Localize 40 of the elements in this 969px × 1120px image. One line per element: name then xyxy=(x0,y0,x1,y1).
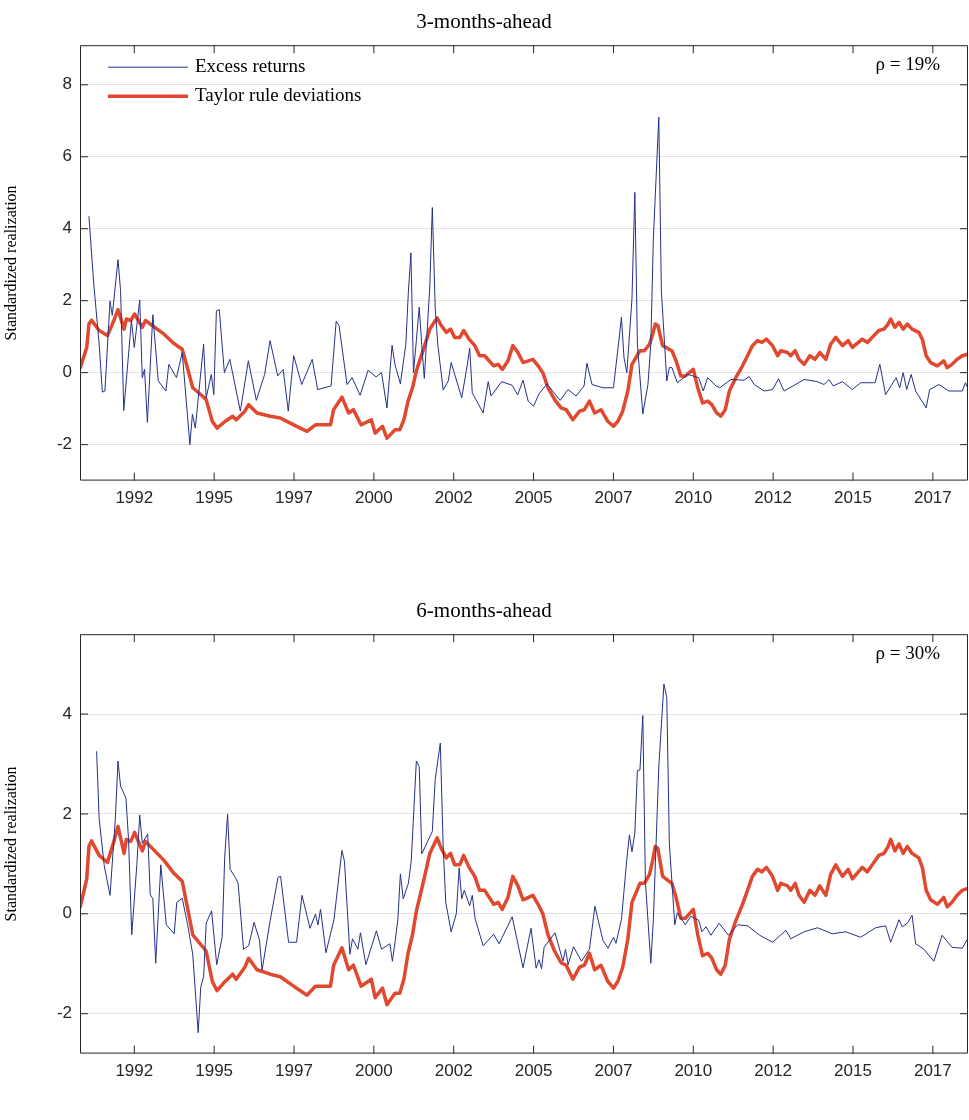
x-tick-label: 2000 xyxy=(354,1061,393,1081)
x-tick-label: 1997 xyxy=(275,488,313,508)
x-tick-label: 1995 xyxy=(195,488,234,508)
x-tick-label: 2015 xyxy=(834,488,872,508)
y-axis-title: Standardized realization xyxy=(1,766,19,922)
x-tick-label: 1995 xyxy=(195,1061,234,1081)
x-tick-label: 2015 xyxy=(834,1061,872,1081)
y-tick-label: 2 xyxy=(62,290,72,310)
x-tick-label: 2012 xyxy=(754,1061,793,1081)
chart-title: 3-months-ahead xyxy=(416,9,553,34)
x-tick-label: 2002 xyxy=(434,488,473,508)
annotation: ρ = 30% xyxy=(875,642,941,664)
y-tick-label: 2 xyxy=(62,803,72,823)
x-tick-label: 2017 xyxy=(913,1061,952,1081)
legend-label: Excess returns xyxy=(195,55,306,77)
x-tick-label: 2010 xyxy=(674,488,713,508)
x-tick-label: 2005 xyxy=(514,1061,553,1081)
x-tick-label: 2017 xyxy=(913,488,952,508)
x-tick-label: 1992 xyxy=(115,1061,154,1081)
y-tick-label: -2 xyxy=(56,1003,72,1023)
y-tick-label: 8 xyxy=(62,74,72,94)
y-tick-label: 6 xyxy=(62,146,72,166)
y-tick-label: 4 xyxy=(62,218,72,238)
x-tick-label: 1997 xyxy=(275,1061,313,1081)
x-tick-label: 2007 xyxy=(594,488,633,508)
x-tick-label: 2007 xyxy=(594,1061,633,1081)
x-tick-label: 2002 xyxy=(434,1061,473,1081)
chart-title: 6-months-ahead xyxy=(416,598,553,623)
y-tick-label: 0 xyxy=(62,903,72,923)
legend-label: Taylor rule deviations xyxy=(195,84,362,106)
annotation: ρ = 19% xyxy=(875,53,941,75)
y-tick-label: 0 xyxy=(62,362,72,382)
y-tick-label: 4 xyxy=(62,703,72,723)
x-tick-label: 2000 xyxy=(354,488,393,508)
x-tick-label: 2012 xyxy=(754,488,793,508)
y-axis-title: Standardized realization xyxy=(1,185,19,341)
x-tick-label: 2005 xyxy=(514,488,553,508)
y-tick-label: -2 xyxy=(56,434,72,454)
x-tick-label: 1992 xyxy=(115,488,154,508)
x-tick-label: 2010 xyxy=(674,1061,713,1081)
